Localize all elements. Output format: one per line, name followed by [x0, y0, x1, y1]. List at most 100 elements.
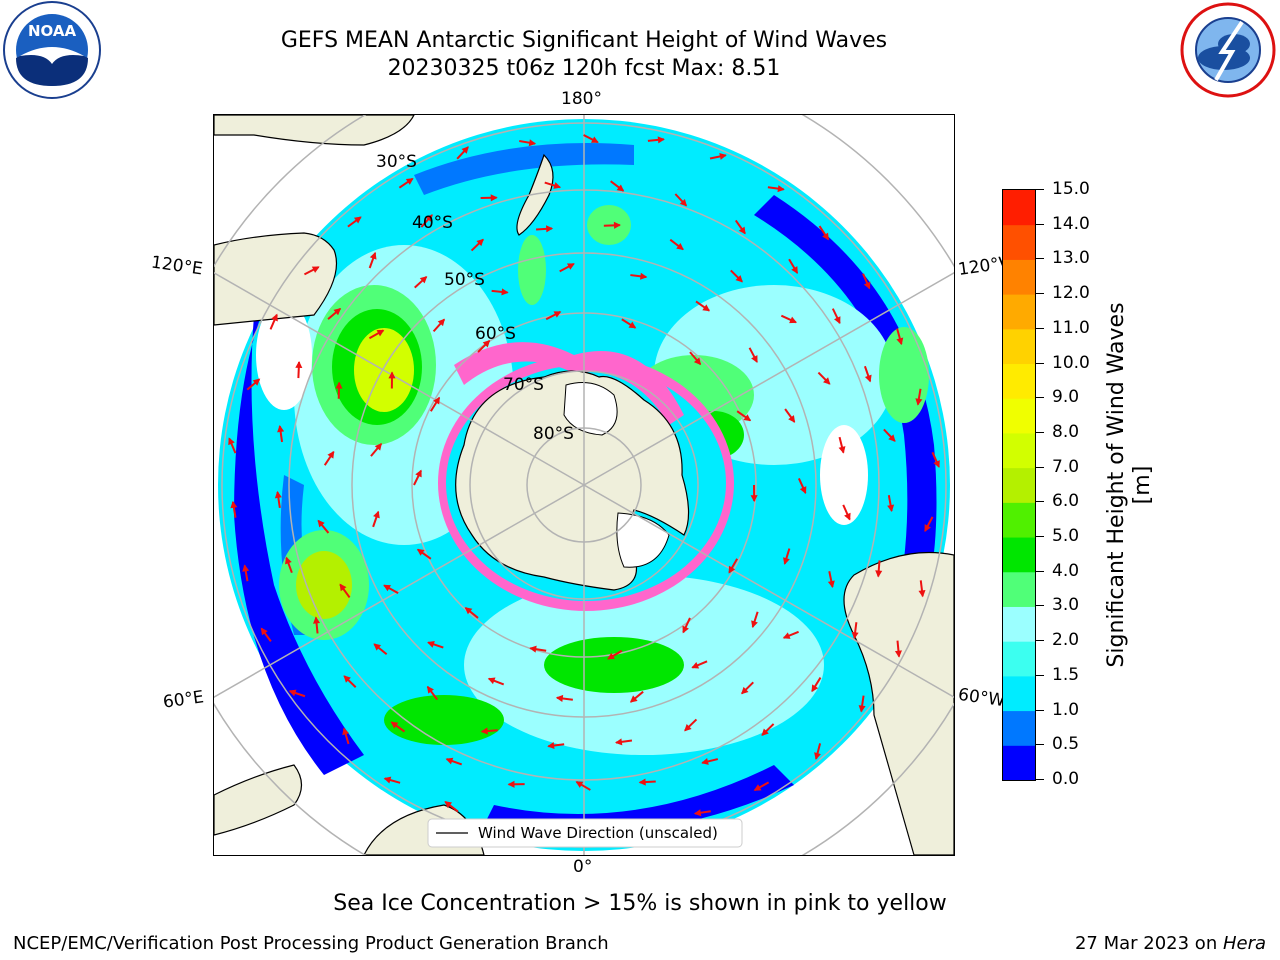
colorbar-tick-mark [1036, 709, 1044, 711]
wave-arrow-head [693, 357, 702, 366]
wave-arrow-head [285, 556, 292, 565]
wave-arrow-head [933, 460, 940, 468]
wave-arrow-head [425, 214, 433, 222]
machine-name: Hera [1222, 933, 1266, 954]
wave-arrow-head [851, 631, 859, 640]
wave-arrow-head [228, 437, 235, 446]
colorbar-tick-mark [1036, 570, 1044, 572]
colorbar-tick-mark [1036, 362, 1044, 364]
wave-arrow-head [741, 686, 749, 695]
wave-arrow-head [702, 304, 711, 312]
wave-arrow-head [390, 721, 399, 729]
colorbar-segment [1003, 363, 1035, 399]
colorbar-tick-label: 3.0 [1052, 595, 1080, 616]
wave-arrow-head [373, 510, 380, 519]
wave-arrow-head [777, 185, 785, 193]
wave-arrow-head [811, 684, 819, 693]
wave-arrow-head [915, 398, 923, 406]
wave-arrow-head [426, 685, 434, 694]
colorbar-segment [1003, 432, 1035, 469]
colorbar-tick-mark [1036, 431, 1044, 433]
colorbar-tick-label: 15.0 [1052, 179, 1090, 199]
colorbar-tick-mark [1036, 397, 1044, 399]
colorbar-tick-mark [1036, 189, 1044, 190]
wave-arrow-head [679, 198, 688, 207]
colorbar-segment [1003, 641, 1035, 677]
wave-arrow-head [415, 469, 422, 478]
colorbar-segment [1003, 328, 1035, 365]
wave-arrow-head [728, 565, 736, 574]
wave-arrow-head [684, 723, 692, 732]
wave-arrow-head [783, 557, 790, 565]
wave-arrow-head [590, 136, 599, 143]
colorbar-tick-label: 9.0 [1052, 387, 1080, 408]
colorbar-segment [1003, 190, 1035, 226]
wave-arrow-head [789, 316, 797, 324]
wave-arrow-head [782, 632, 791, 639]
colorbar-segment [1003, 467, 1035, 503]
wave-arrow-head [482, 340, 491, 348]
colorbar-tick-mark [1036, 605, 1044, 607]
lat-label-60s: 60°S [475, 324, 516, 344]
colorbar-tick-label: 11.0 [1052, 317, 1090, 338]
sea-ice-note: Sea Ice Concentration > 15% is shown in … [333, 891, 947, 916]
wave-arrow-head [373, 643, 382, 651]
wave-arrow-head [553, 311, 562, 318]
wave-arrow-head [252, 378, 261, 386]
wave-arrow-head [405, 178, 414, 185]
colorbar-tick-label: 5.0 [1052, 526, 1080, 547]
colorbar-segment [1003, 294, 1035, 330]
colorbar-segment [1003, 537, 1035, 573]
wave-arrow-head [342, 727, 350, 736]
wave-arrow-head [751, 355, 758, 363]
colorbar-segment [1003, 224, 1035, 260]
wave-arrow-head [575, 781, 584, 788]
wave-arrow-head [628, 321, 637, 329]
lon-label-120e: 120°E [149, 252, 204, 280]
wave-arrow-head [858, 705, 866, 713]
wave-arrow-head [339, 583, 347, 592]
wave-arrow-head [464, 607, 473, 615]
wave-arrow-head [875, 570, 883, 578]
lon-label-0: 0° [573, 857, 593, 877]
lat-label-80s: 80°S [533, 424, 574, 444]
wave-arrow-head [242, 564, 250, 572]
credit-text: NCEP/EMC/Verification Post Processing Pr… [13, 933, 609, 954]
colorbar-tick-label: 13.0 [1052, 248, 1090, 269]
wave-arrow-head [863, 281, 871, 290]
wave-arrow-head [827, 580, 835, 589]
wave-arrow-head [691, 662, 700, 669]
wave-arrow-head [888, 434, 896, 442]
noaa-logo-text: NOAA [28, 22, 77, 40]
chart-title: GEFS MEAN Antarctic Significant Height o… [280, 28, 888, 53]
wave-arrow-head [743, 414, 752, 422]
wave-arrow-head [638, 778, 646, 786]
colorbar-tick-mark [1036, 223, 1044, 225]
wave-arrow-head [376, 329, 385, 337]
colorbar-tick-label: 12.0 [1052, 283, 1090, 304]
colorbar-tick-label: 7.0 [1052, 456, 1080, 477]
wave-arrow-head [490, 194, 498, 202]
wave-arrow-head [676, 243, 684, 251]
colorbar-tick-label: 8.0 [1052, 421, 1080, 442]
wave-arrow-head [555, 694, 564, 702]
colorbar-segment [1003, 675, 1035, 712]
colorbar-tick-mark [1036, 674, 1044, 676]
wave-arrow-head [629, 695, 638, 703]
wave-arrow-head [822, 232, 829, 241]
lon-label-60w: 60°W [956, 684, 1007, 712]
wave-arrow-head [640, 272, 648, 280]
wave-arrow-head [614, 738, 623, 746]
colorbar-segment [1003, 259, 1035, 295]
wave-arrow-head [788, 415, 796, 423]
wave-arrow-head [383, 584, 391, 592]
wave-arrow-head [799, 486, 807, 494]
colorbar-segment [1003, 398, 1035, 434]
colorbar-tick-label: 0.0 [1052, 769, 1080, 789]
wave-arrow-head [461, 146, 469, 154]
wave-arrow-head [271, 313, 278, 322]
colorbar-segment [1003, 710, 1035, 746]
wave-arrow-head [311, 266, 320, 273]
wave-arrow-head [814, 752, 821, 760]
wave-arrow-head [735, 275, 743, 283]
